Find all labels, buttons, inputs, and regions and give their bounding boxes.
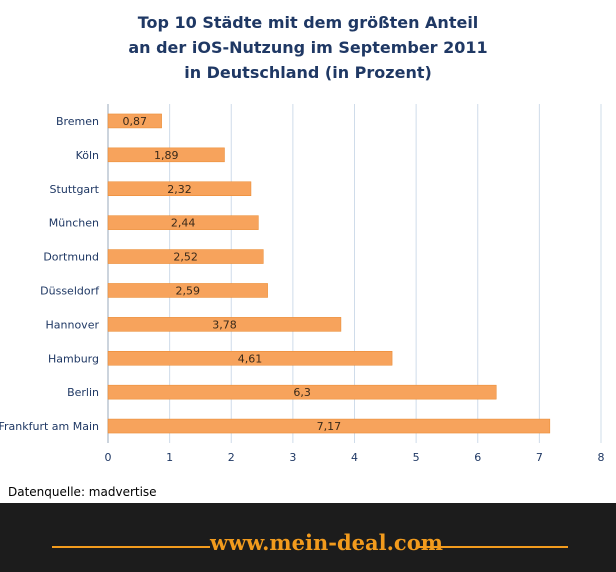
chart-title-line-2: an der iOS-Nutzung im September 2011 bbox=[128, 38, 488, 57]
x-tick-label: 4 bbox=[351, 451, 358, 464]
bar bbox=[107, 351, 393, 366]
x-tick-label: 5 bbox=[413, 451, 420, 464]
y-category-label: Frankfurt am Main bbox=[0, 420, 99, 433]
bar-data-label: 2,32 bbox=[167, 183, 192, 196]
bar bbox=[107, 147, 225, 163]
source-label: Datenquelle: madvertise bbox=[8, 485, 157, 499]
bar bbox=[107, 317, 342, 332]
y-category-label: Hamburg bbox=[48, 352, 99, 365]
y-category-label: Köln bbox=[76, 149, 99, 162]
x-tick-label: 2 bbox=[228, 451, 235, 464]
bar-data-label: 1,89 bbox=[154, 149, 179, 162]
x-tick-label: 3 bbox=[289, 451, 296, 464]
footer-brand-link[interactable]: www.mein-deal.com bbox=[210, 530, 443, 555]
bar bbox=[107, 181, 252, 196]
chart-title: Top 10 Städte mit dem größten Anteil an … bbox=[0, 10, 616, 85]
bar-data-label: 6,3 bbox=[293, 386, 311, 399]
x-tick-label: 6 bbox=[474, 451, 481, 464]
chart-title-line-1: Top 10 Städte mit dem größten Anteil bbox=[137, 13, 479, 32]
bar bbox=[107, 113, 162, 129]
bar-data-label: 2,44 bbox=[171, 217, 196, 230]
bar-data-label: 7,17 bbox=[317, 420, 342, 433]
bar-data-label: 2,52 bbox=[173, 251, 198, 264]
y-category-label: Berlin bbox=[67, 386, 99, 399]
bar bbox=[107, 249, 264, 264]
x-tick-label: 7 bbox=[536, 451, 543, 464]
bar-chart: 0 1 2 3 4 5 6 7 8 Bremen 0,87 Köln 1,89 Stuttgart 2,32… bbox=[0, 104, 605, 464]
x-tick-label: 1 bbox=[166, 451, 173, 464]
bar bbox=[107, 418, 551, 434]
bar-data-label: 0,87 bbox=[123, 115, 148, 128]
bar bbox=[107, 215, 259, 230]
bar-data-label: 4,61 bbox=[238, 352, 263, 365]
y-category-label: München bbox=[49, 217, 99, 230]
footer-right-rule bbox=[418, 546, 568, 548]
y-category-label: Hannover bbox=[46, 318, 100, 331]
y-category-label: Dortmund bbox=[43, 251, 99, 264]
bar-data-label: 2,59 bbox=[176, 284, 201, 297]
footer-banner: www.mein-deal.com bbox=[0, 503, 616, 572]
y-category-label: Bremen bbox=[56, 115, 99, 128]
footer-left-rule bbox=[52, 546, 210, 548]
x-tick-label: 8 bbox=[598, 451, 605, 464]
y-category-label: Düsseldorf bbox=[40, 284, 100, 297]
bar bbox=[107, 384, 497, 400]
bar bbox=[107, 283, 268, 298]
chart-title-line-3: in Deutschland (in Prozent) bbox=[184, 63, 432, 82]
bar-data-label: 3,78 bbox=[212, 318, 237, 331]
x-tick-label: 0 bbox=[105, 451, 112, 464]
y-category-label: Stuttgart bbox=[50, 183, 100, 196]
